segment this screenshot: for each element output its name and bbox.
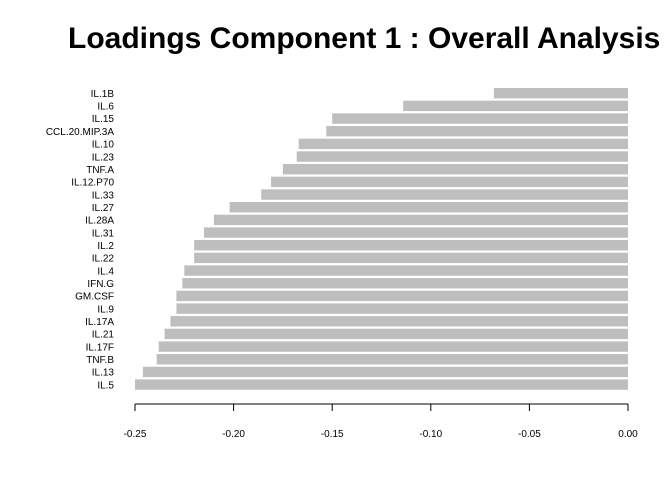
category-label: IL.27: [92, 203, 115, 214]
category-label: IFN.G: [87, 279, 114, 290]
x-tick-label: -0.20: [222, 429, 245, 440]
category-label: IL.12.P70: [71, 178, 114, 189]
bar-il-22: [194, 252, 628, 264]
category-label: IL.9: [97, 304, 114, 315]
category-label: IL.28A: [85, 216, 114, 227]
category-label: IL.22: [92, 254, 115, 265]
bar-tnf-b: [156, 354, 628, 365]
bar-il-12-p70: [271, 176, 628, 188]
bar-il-17a: [170, 316, 628, 327]
category-label: IL.2: [97, 241, 114, 252]
category-label: IL.5: [97, 380, 114, 391]
bar-il-33: [261, 189, 628, 200]
category-label: IL.17F: [86, 342, 114, 353]
bar-il-9: [176, 303, 629, 314]
bar-tnf-a: [282, 164, 628, 175]
category-label: IL.31: [92, 228, 115, 239]
category-label: IL.15: [92, 114, 115, 125]
category-label: IL.1B: [91, 89, 115, 100]
bar-il-21: [164, 328, 628, 340]
category-label: IL.10: [92, 140, 115, 151]
category-label: TNF.A: [86, 165, 114, 176]
category-label: GM.CSF: [75, 292, 114, 303]
bar-il-28a: [213, 214, 628, 226]
bar-il-10: [298, 138, 628, 150]
category-label: IL.17A: [85, 317, 114, 328]
bar-il-2: [194, 240, 628, 251]
bar-il-27: [229, 202, 628, 213]
bar-il-6: [403, 100, 628, 112]
bar-il-13: [142, 366, 628, 378]
bar-il-15: [332, 113, 628, 124]
bar-il-5: [135, 379, 628, 390]
x-tick-label: -0.10: [419, 429, 442, 440]
x-tick-label: -0.05: [518, 429, 541, 440]
x-tick-label: 0.00: [618, 429, 638, 440]
category-label: TNF.B: [86, 355, 114, 366]
x-tick-label: -0.25: [124, 429, 147, 440]
bar-gm-csf: [176, 290, 629, 302]
bar-il-17f: [158, 341, 628, 352]
x-tick-label: -0.15: [321, 429, 344, 440]
chart-title: Loadings Component 1 : Overall Analysis: [68, 22, 661, 55]
bar-il-4: [184, 265, 629, 276]
bar-il-31: [204, 227, 628, 238]
bar-ifn-g: [182, 278, 628, 289]
category-label: IL.13: [92, 368, 115, 379]
category-label: IL.23: [92, 152, 115, 163]
bar-ccl-20-mip-3a: [326, 126, 628, 137]
category-label: IL.21: [92, 330, 115, 341]
category-label: IL.33: [92, 190, 115, 201]
bar-il-23: [296, 151, 628, 162]
bar-il-1b: [493, 88, 628, 99]
category-label: CCL.20.MIP.3A: [46, 127, 115, 138]
category-label: IL.6: [97, 102, 114, 113]
category-label: IL.4: [97, 266, 114, 277]
